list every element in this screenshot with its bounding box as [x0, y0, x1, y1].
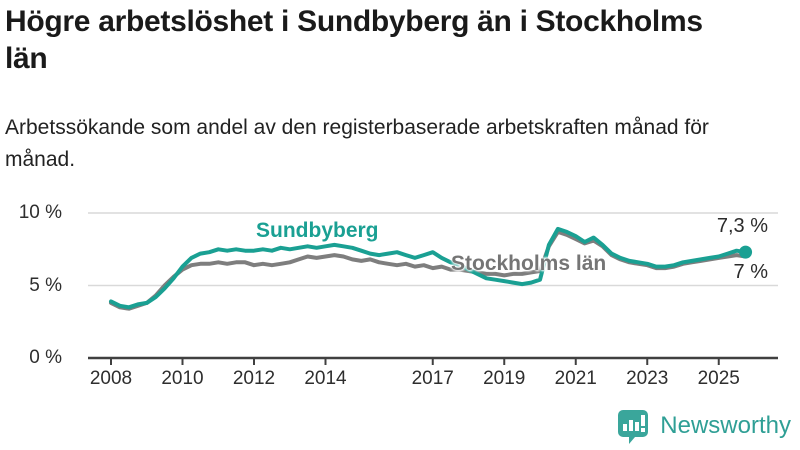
x-axis-tick-label: 2019 — [483, 368, 526, 389]
y-axis-tick-label: 5 % — [29, 274, 62, 296]
end-value-label-stockholm: 7 % — [733, 261, 768, 283]
x-axis-tick-label: 2014 — [304, 368, 347, 389]
newsworthy-logo[interactable]: Newsworthy — [615, 407, 791, 444]
x-axis-tick-label: 2017 — [411, 368, 454, 389]
end-value-label-sundbyberg: 7,3 % — [716, 215, 768, 237]
x-axis-tick-label: 2023 — [626, 368, 669, 389]
chart-subtitle: Arbetssökande som andel av den registerb… — [5, 116, 709, 171]
x-axis-tick-label: 2008 — [89, 368, 133, 389]
x-axis-tick-label: 2012 — [232, 368, 276, 389]
newsworthy-icon — [615, 407, 651, 444]
series-label-sundbyberg: Sundbyberg — [256, 219, 379, 242]
page-title: Högre arbetslöshet i Sundbyberg än i Sto… — [5, 5, 703, 75]
series-label-stockholm: Stockholms län — [451, 252, 607, 275]
x-axis-tick-label: 2025 — [697, 368, 740, 389]
x-axis-tick-label: 2021 — [554, 368, 597, 389]
newsworthy-wordmark: Newsworthy — [660, 411, 791, 439]
y-axis-tick-label: 10 % — [18, 202, 62, 223]
x-axis-tick-label: 2010 — [161, 368, 204, 389]
y-axis-tick-label: 0 % — [29, 347, 62, 368]
